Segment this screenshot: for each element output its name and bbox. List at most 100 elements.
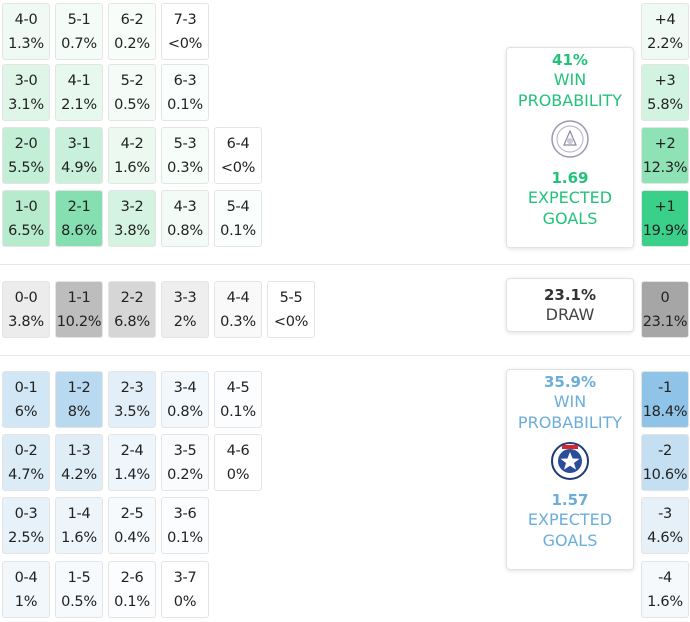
probability-value: 8% <box>67 403 91 420</box>
score-label: 5-5 <box>279 289 303 306</box>
probability-value: 2.1% <box>61 96 97 113</box>
probability-value: 0.8% <box>167 222 203 239</box>
score-label: 1-4 <box>67 505 91 522</box>
probability-value: 2.5% <box>8 529 44 546</box>
score-label: 0-3 <box>14 505 38 522</box>
score-cell: 5-3 0.3% <box>161 127 209 184</box>
score-label: 2-6 <box>120 569 144 586</box>
probability-value: 0.2% <box>114 35 150 52</box>
probability-value: 0.4% <box>114 529 150 546</box>
probability-value: 0.2% <box>167 466 203 483</box>
al-raed-club-crest-icon <box>551 442 589 480</box>
score-cell: 4-4 0.3% <box>214 281 262 338</box>
probability-value: 0.5% <box>114 96 150 113</box>
score-label: +4 <box>654 11 676 28</box>
score-label: 2-1 <box>67 198 91 215</box>
score-label: 4-1 <box>67 72 91 89</box>
probability-value: 6% <box>14 403 38 420</box>
probability-value: 0.1% <box>167 529 203 546</box>
score-cell: 0-2 4.7% <box>2 434 50 491</box>
score-label: 1-2 <box>67 379 91 396</box>
team-crest-icon <box>551 120 589 158</box>
score-label: 2-0 <box>14 135 38 152</box>
score-label: 3-5 <box>173 442 197 459</box>
probability-value: 1% <box>14 593 38 610</box>
score-cell: 3-6 0.1% <box>161 497 209 554</box>
away-expected-goals: 1.57 <box>551 491 589 509</box>
score-cell: 0-1 6% <box>2 371 50 428</box>
probability-value: 2.2% <box>647 35 683 52</box>
probability-value: 0.8% <box>167 403 203 420</box>
probability-value: 1.6% <box>647 593 683 610</box>
score-label: 1-1 <box>67 289 91 306</box>
score-label: 0-0 <box>14 289 38 306</box>
score-label: 6-3 <box>173 72 197 89</box>
away-win-label: WIN PROBABILITY <box>517 392 623 432</box>
probability-value: 5.8% <box>647 96 683 113</box>
probability-value: 12.3% <box>642 159 688 176</box>
goal-difference-cell: -1 18.4% <box>641 371 689 428</box>
score-label: 0-2 <box>14 442 38 459</box>
score-cell: 6-4 <0% <box>214 127 262 184</box>
score-label: +1 <box>654 198 676 215</box>
probability-value: 10.2% <box>56 313 102 330</box>
probability-value: 10.6% <box>642 466 688 483</box>
probability-value: <0% <box>167 35 203 52</box>
score-cell: 2-4 1.4% <box>108 434 156 491</box>
score-label: 3-3 <box>173 289 197 306</box>
score-label: 3-7 <box>173 569 197 586</box>
score-cell: 3-5 0.2% <box>161 434 209 491</box>
score-cell: 3-1 4.9% <box>55 127 103 184</box>
probability-value: 6.5% <box>8 222 44 239</box>
score-cell: 2-1 8.6% <box>55 190 103 247</box>
score-label: 6-2 <box>120 11 144 28</box>
divider <box>0 264 690 265</box>
score-label: 2-5 <box>120 505 144 522</box>
score-label: 4-3 <box>173 198 197 215</box>
score-label: 1-3 <box>67 442 91 459</box>
probability-value: 0.5% <box>61 593 97 610</box>
probability-value: 0.3% <box>167 159 203 176</box>
away-win-percent: 35.9% <box>543 373 597 391</box>
score-cell: 1-2 8% <box>55 371 103 428</box>
score-cell: 5-4 0.1% <box>214 190 262 247</box>
score-label: 4-2 <box>120 135 144 152</box>
home-team-card: 41% WIN PROBABILITY 1.69 EXPECTED GOALS <box>506 47 634 248</box>
score-label: -4 <box>658 569 672 586</box>
score-label: 3-6 <box>173 505 197 522</box>
score-cell: 4-2 1.6% <box>108 127 156 184</box>
probability-value: 0.1% <box>220 403 256 420</box>
score-label: 2-2 <box>120 289 144 306</box>
score-cell: 4-6 0% <box>214 434 262 491</box>
probability-value: 4.9% <box>61 159 97 176</box>
score-label: 2-4 <box>120 442 144 459</box>
score-label: +2 <box>654 135 676 152</box>
score-label: 4-6 <box>226 442 250 459</box>
score-label: -3 <box>658 505 672 522</box>
probability-value: 6.8% <box>114 313 150 330</box>
score-cell: 0-0 3.8% <box>2 281 50 338</box>
score-label: 0-1 <box>14 379 38 396</box>
probability-value: 1.6% <box>61 529 97 546</box>
score-cell: 1-3 4.2% <box>55 434 103 491</box>
score-cell: 5-5 <0% <box>267 281 315 338</box>
probability-value: 18.4% <box>642 403 688 420</box>
score-label: 4-5 <box>226 379 250 396</box>
score-cell: 3-3 2% <box>161 281 209 338</box>
score-label: -2 <box>658 442 672 459</box>
home-win-percent: 41% <box>552 51 588 69</box>
score-label: 5-2 <box>120 72 144 89</box>
score-cell: 2-0 5.5% <box>2 127 50 184</box>
score-label: 4-0 <box>14 11 38 28</box>
score-cell: 6-3 0.1% <box>161 64 209 121</box>
score-cell: 5-1 0.7% <box>55 3 103 60</box>
probability-value: 0% <box>226 466 250 483</box>
probability-value: 3.1% <box>8 96 44 113</box>
probability-value: 1.6% <box>114 159 150 176</box>
score-label: 5-4 <box>226 198 250 215</box>
home-win-label: WIN PROBABILITY <box>517 70 623 110</box>
probability-value: 0.3% <box>220 313 256 330</box>
score-cell: 1-0 6.5% <box>2 190 50 247</box>
score-cell: 4-5 0.1% <box>214 371 262 428</box>
score-label: 3-4 <box>173 379 197 396</box>
